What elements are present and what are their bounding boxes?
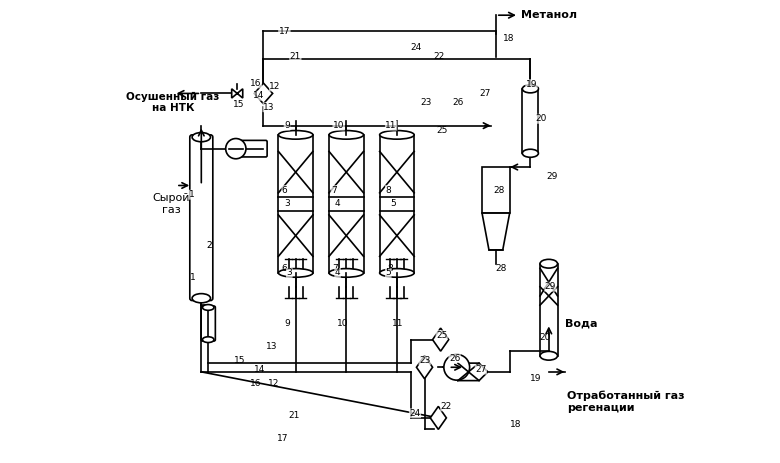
Polygon shape	[482, 167, 509, 213]
Text: 1: 1	[190, 273, 196, 282]
Text: 9: 9	[284, 121, 290, 130]
Text: 7: 7	[331, 186, 337, 194]
Text: 24: 24	[411, 43, 422, 52]
Text: 16: 16	[250, 79, 261, 88]
Text: 22: 22	[434, 52, 445, 61]
Text: 27: 27	[480, 89, 491, 98]
Ellipse shape	[278, 269, 313, 277]
Ellipse shape	[380, 269, 414, 277]
Ellipse shape	[329, 131, 363, 139]
Text: 20: 20	[540, 333, 551, 342]
Text: 26: 26	[452, 98, 463, 107]
Text: Сырой
газ: Сырой газ	[153, 193, 190, 215]
Text: 28: 28	[494, 186, 505, 194]
Text: 21: 21	[289, 52, 301, 61]
Text: 25: 25	[436, 126, 448, 135]
Text: 3: 3	[286, 269, 292, 277]
Text: 15: 15	[233, 356, 245, 365]
Text: 14: 14	[253, 91, 264, 100]
Text: 22: 22	[441, 402, 452, 411]
Text: 13: 13	[263, 103, 275, 112]
Ellipse shape	[278, 131, 313, 139]
Text: 21: 21	[289, 411, 300, 420]
Text: Метанол: Метанол	[521, 10, 577, 20]
Text: Вода: Вода	[565, 319, 597, 329]
Polygon shape	[329, 135, 363, 273]
FancyBboxPatch shape	[239, 140, 267, 157]
Ellipse shape	[203, 337, 214, 343]
Ellipse shape	[329, 269, 363, 277]
Text: 17: 17	[278, 27, 290, 36]
Polygon shape	[278, 135, 313, 273]
Text: 19: 19	[530, 374, 542, 383]
Text: 15: 15	[232, 100, 244, 109]
Polygon shape	[482, 213, 509, 250]
Text: 11: 11	[392, 319, 404, 328]
Text: 10: 10	[333, 121, 345, 130]
Text: 18: 18	[509, 420, 521, 429]
Circle shape	[225, 138, 246, 159]
Text: 5: 5	[385, 269, 391, 277]
Ellipse shape	[192, 294, 211, 303]
Text: 18: 18	[503, 34, 514, 43]
Text: 11: 11	[385, 121, 397, 130]
Polygon shape	[232, 89, 243, 98]
Ellipse shape	[523, 149, 538, 157]
Text: 17: 17	[277, 434, 289, 443]
Text: 29: 29	[544, 282, 556, 291]
Text: Отработанный газ
регенации: Отработанный газ регенации	[567, 391, 685, 413]
Text: 1: 1	[189, 190, 195, 199]
Text: 12: 12	[269, 82, 281, 91]
Text: 5: 5	[390, 200, 395, 208]
Text: 23: 23	[420, 98, 431, 107]
Text: 4: 4	[335, 200, 340, 208]
Text: 27: 27	[475, 365, 487, 374]
Text: 26: 26	[449, 354, 460, 363]
FancyBboxPatch shape	[201, 306, 215, 341]
Text: 2: 2	[206, 241, 211, 250]
Polygon shape	[254, 83, 273, 104]
Ellipse shape	[380, 131, 414, 139]
Text: 6: 6	[282, 186, 288, 194]
Polygon shape	[433, 328, 448, 351]
Text: 12: 12	[268, 379, 279, 388]
Text: Осушенный газ
на НТК: Осушенный газ на НТК	[126, 92, 219, 113]
Polygon shape	[540, 264, 558, 356]
Text: 8: 8	[388, 264, 393, 273]
Text: 3: 3	[284, 200, 290, 208]
Ellipse shape	[523, 85, 538, 93]
Polygon shape	[431, 407, 446, 429]
Ellipse shape	[203, 305, 214, 310]
Text: 24: 24	[410, 409, 420, 418]
Text: 7: 7	[332, 264, 339, 273]
Text: 14: 14	[254, 365, 266, 374]
Text: 2: 2	[206, 241, 211, 250]
Polygon shape	[380, 135, 414, 273]
Text: 20: 20	[535, 114, 546, 123]
Ellipse shape	[192, 132, 211, 142]
Polygon shape	[523, 89, 538, 153]
FancyBboxPatch shape	[190, 135, 213, 300]
Text: 4: 4	[335, 269, 340, 277]
Text: 19: 19	[526, 80, 537, 89]
Circle shape	[444, 354, 470, 380]
Ellipse shape	[540, 351, 558, 360]
Text: 9: 9	[284, 319, 290, 328]
Text: 16: 16	[250, 379, 261, 388]
Text: 13: 13	[266, 342, 277, 351]
Text: 6: 6	[282, 264, 288, 273]
Text: 25: 25	[436, 331, 448, 339]
Text: 23: 23	[419, 356, 431, 365]
Text: 28: 28	[496, 264, 507, 273]
Polygon shape	[458, 363, 488, 381]
Text: 10: 10	[337, 319, 349, 328]
Ellipse shape	[540, 259, 558, 268]
Text: 8: 8	[385, 186, 391, 194]
Polygon shape	[417, 356, 433, 379]
Text: 29: 29	[547, 172, 558, 181]
